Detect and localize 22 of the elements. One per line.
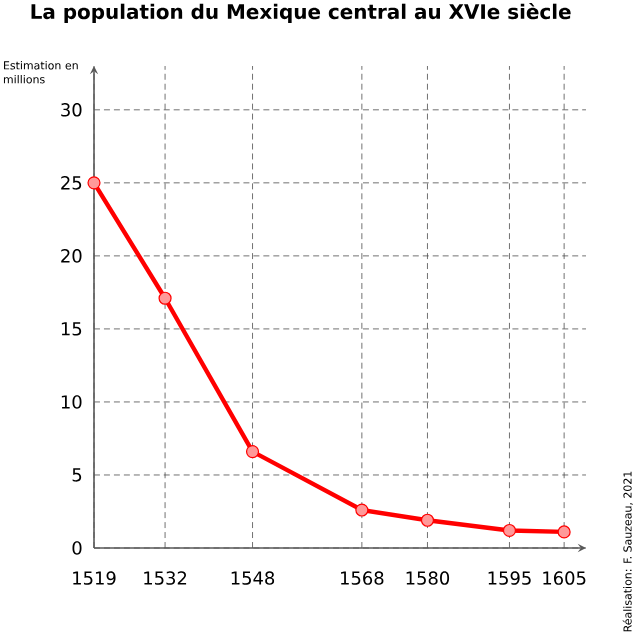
y-tick-label: 25: [61, 176, 82, 190]
point: [245, 445, 260, 459]
x-tick-label: 1595: [488, 571, 531, 585]
point: [355, 503, 369, 517]
chart-title: La population du Mexique central au XVIe siècle: [31, 2, 571, 24]
x-tick-label: 1532: [144, 571, 187, 585]
y-tick-label: 30: [61, 103, 82, 117]
y-tick-label: 20: [61, 249, 82, 263]
point: [87, 176, 101, 190]
x-tick-label: 1548: [231, 571, 275, 585]
x-tick-label: 1519: [73, 571, 116, 585]
x-tick-label: 1568: [341, 571, 384, 585]
y-tick-label: 15: [61, 322, 82, 336]
point: [420, 513, 435, 527]
y-tick-label: 0: [72, 541, 82, 555]
y-tick-label: 5: [72, 468, 82, 482]
point: [158, 291, 172, 305]
point: [502, 523, 517, 538]
y-tick-label: 10: [61, 395, 82, 409]
x-tick-label: 1580: [406, 571, 450, 585]
x-tick-label: 1605: [543, 571, 586, 585]
point: [557, 525, 571, 539]
